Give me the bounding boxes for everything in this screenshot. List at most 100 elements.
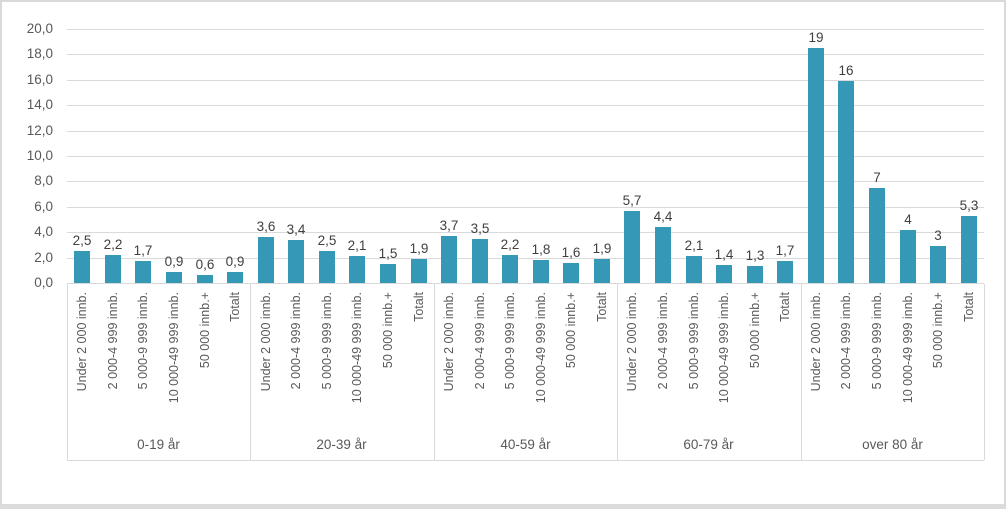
age-group-label: 60-79 år xyxy=(683,437,734,452)
gridline xyxy=(67,257,984,259)
y-axis-tick-label: 4,0 xyxy=(34,224,53,240)
bar xyxy=(502,255,518,283)
bar-value-label: 0,9 xyxy=(225,254,245,269)
bar xyxy=(655,227,671,283)
bar xyxy=(472,239,488,283)
bar-value-label: 2,1 xyxy=(347,238,367,253)
bar xyxy=(533,260,549,283)
category-label: Totalt xyxy=(962,292,976,322)
category-label: 2 000-4 999 innb. xyxy=(656,292,670,390)
y-axis-tick-label: 2,0 xyxy=(34,249,53,265)
bar xyxy=(808,48,824,283)
bar-value-label: 2,5 xyxy=(317,233,337,248)
category-label: Under 2 000 innb. xyxy=(625,292,639,392)
y-axis: 0,0 2,0 4,0 6,0 8,0 10,0 12,0 14,0 16,0 18,0 20,0 xyxy=(2,2,57,302)
gridline xyxy=(67,181,984,183)
bar-value-label: 7 xyxy=(873,170,881,185)
bar xyxy=(716,265,732,283)
bar-value-label: 3 xyxy=(934,228,942,243)
bar-value-label: 2,5 xyxy=(72,233,92,248)
category-label: 50 000 innb.+ xyxy=(564,292,578,369)
bar-value-label: 1,4 xyxy=(714,247,734,262)
group-separator xyxy=(67,284,68,460)
bar xyxy=(74,251,90,283)
gridline xyxy=(67,79,984,81)
bar-value-label: 2,2 xyxy=(500,237,520,252)
bar xyxy=(747,266,763,283)
bar xyxy=(594,259,610,283)
bar xyxy=(686,256,702,283)
age-group-label: 40-59 år xyxy=(500,437,551,452)
age-group-label: 20-39 år xyxy=(316,437,367,452)
y-axis-tick-label: 20,0 xyxy=(26,21,53,36)
bar xyxy=(563,263,579,283)
y-axis-tick-label: 12,0 xyxy=(26,122,53,138)
category-label: Under 2 000 innb. xyxy=(259,292,273,392)
category-label: 5 000-9 999 innb. xyxy=(687,292,701,390)
gridline xyxy=(67,156,984,157)
bar xyxy=(227,272,243,283)
y-axis-tick-label: 16,0 xyxy=(26,71,53,87)
bar xyxy=(930,246,946,283)
y-axis-tick-label: 0,0 xyxy=(34,275,53,290)
bar-value-label: 5,3 xyxy=(959,198,979,213)
category-label: 5 000-9 999 innb. xyxy=(320,292,334,390)
category-label: 2 000-4 999 innb. xyxy=(106,292,120,390)
bar xyxy=(380,264,396,283)
group-separator xyxy=(801,284,802,460)
category-label: Under 2 000 innb. xyxy=(75,292,89,392)
category-label: Totalt xyxy=(778,292,792,322)
category-label: 5 000-9 999 innb. xyxy=(136,292,150,390)
group-separator xyxy=(984,284,985,460)
bar xyxy=(349,256,365,283)
gridline xyxy=(67,29,984,30)
category-label: 10 000-49 999 innb. xyxy=(350,292,364,404)
category-label: 10 000-49 999 innb. xyxy=(534,292,548,404)
category-label: 50 000 innb.+ xyxy=(931,292,945,369)
bar-value-label: 4,4 xyxy=(653,209,673,224)
bar xyxy=(624,211,640,283)
bar xyxy=(319,251,335,283)
bar xyxy=(900,230,916,283)
bar xyxy=(961,216,977,283)
gridline xyxy=(67,232,984,234)
bar-value-label: 19 xyxy=(808,30,824,45)
gridline xyxy=(67,206,984,208)
bar xyxy=(197,275,213,283)
bar-value-label: 4 xyxy=(904,212,912,227)
y-axis-tick-label: 10,0 xyxy=(26,148,53,163)
bar-value-label: 1,9 xyxy=(409,241,429,256)
category-label: 50 000 innb.+ xyxy=(198,292,212,369)
bar-value-label: 0,9 xyxy=(164,254,184,269)
group-separator xyxy=(434,284,435,460)
y-axis-tick-label: 14,0 xyxy=(26,97,53,113)
bar-value-label: 2,2 xyxy=(103,237,123,252)
bar-value-label: 1,5 xyxy=(378,246,398,261)
bar xyxy=(135,261,151,283)
group-separator xyxy=(617,284,618,460)
bar xyxy=(869,188,885,283)
y-axis-tick-label: 18,0 xyxy=(26,46,53,62)
bar-value-label: 1,7 xyxy=(133,243,153,258)
category-label: 5 000-9 999 innb. xyxy=(870,292,884,390)
bar-value-label: 1,9 xyxy=(592,241,612,256)
category-label: 5 000-9 999 innb. xyxy=(503,292,517,390)
y-axis-tick-label: 6,0 xyxy=(34,198,53,214)
age-group-label: over 80 år xyxy=(862,437,923,452)
gridline xyxy=(67,105,984,107)
plot-area: 2,5 2,2 1,7 0,9 0,6 0,9 3,6 3,4 2,5 2,1 1,5 1,9 3,7 3… xyxy=(67,29,984,284)
bar-value-label: 1,6 xyxy=(561,245,581,260)
category-label: Totalt xyxy=(412,292,426,322)
category-label: 2 000-4 999 innb. xyxy=(473,292,487,390)
category-label: Totalt xyxy=(595,292,609,322)
gridline xyxy=(67,130,984,132)
category-label: 50 000 innb.+ xyxy=(748,292,762,369)
y-axis-tick-label: 8,0 xyxy=(34,173,53,189)
category-label: 10 000-49 999 innb. xyxy=(901,292,915,404)
category-label: Under 2 000 innb. xyxy=(442,292,456,392)
bar-value-label: 3,6 xyxy=(256,219,276,234)
category-label: 10 000-49 999 innb. xyxy=(167,292,181,404)
category-label: Under 2 000 innb. xyxy=(809,292,823,392)
bar-value-label: 16 xyxy=(838,63,854,78)
category-label: 10 000-49 999 innb. xyxy=(717,292,731,404)
